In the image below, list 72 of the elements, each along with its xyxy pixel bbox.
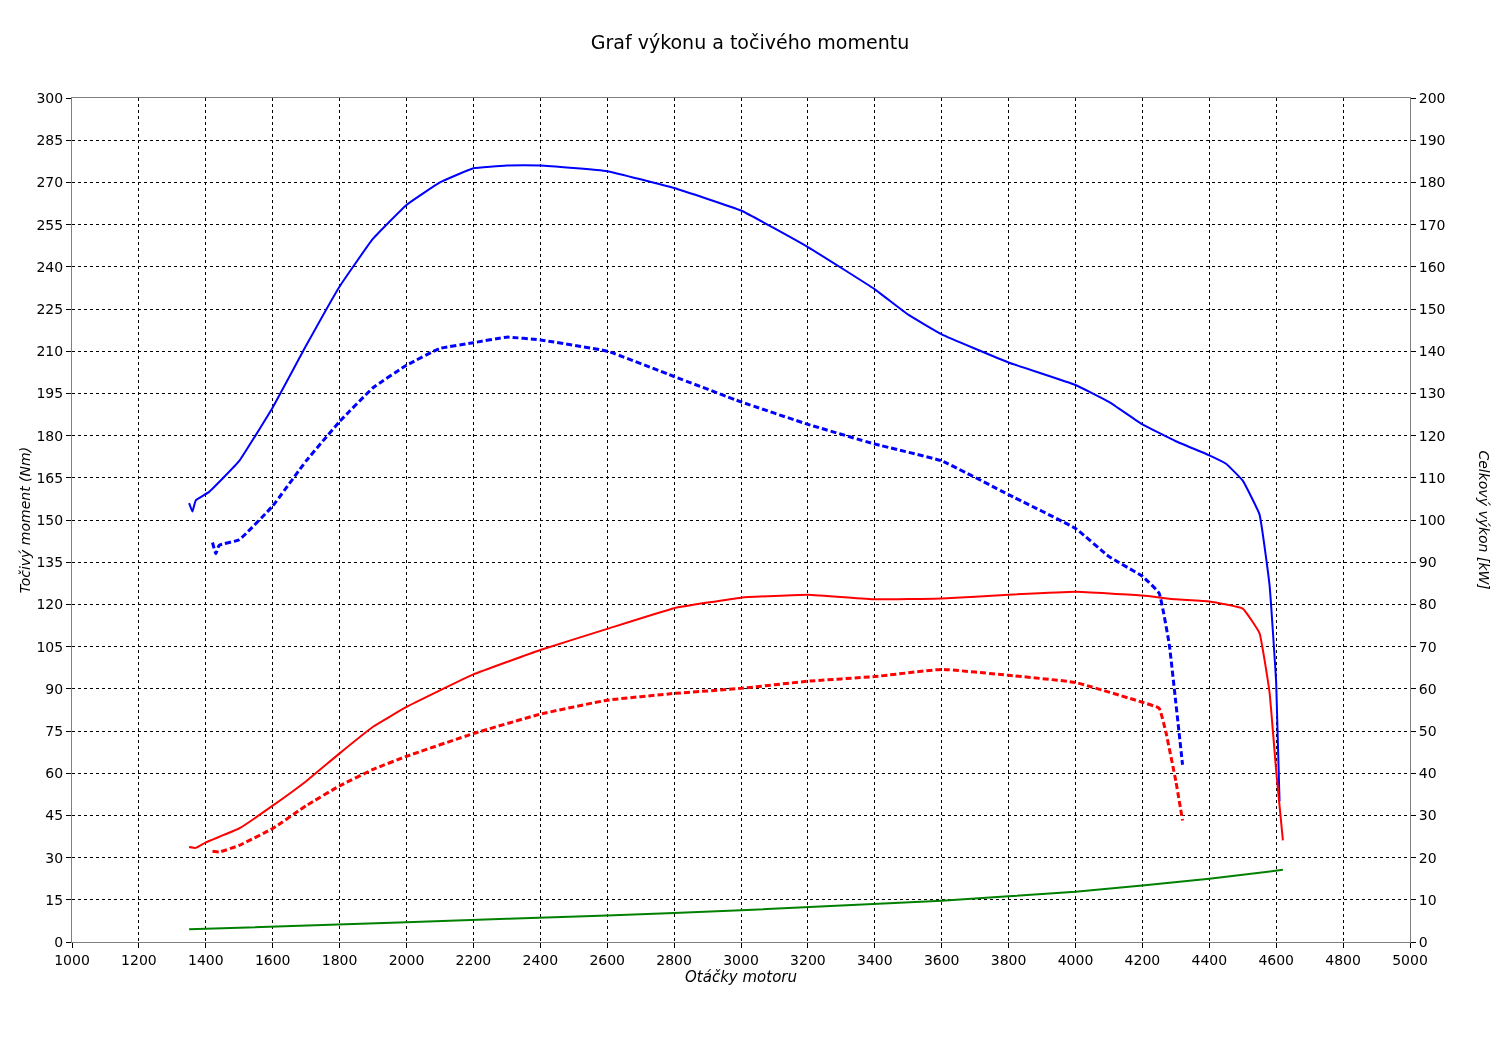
y-tick-label: 105	[36, 638, 64, 655]
line-series	[188, 590, 1284, 849]
y2-tick-label: 90	[1418, 554, 1437, 571]
y-tick-label: 165	[36, 469, 64, 486]
y2-axis-title: Celkový výkon [kW]	[1475, 450, 1492, 590]
y-tick-label: 15	[45, 891, 64, 908]
x-tick-label: 3200	[790, 951, 826, 968]
y2-tick-label: 10	[1418, 891, 1437, 908]
y-tick-label: 195	[36, 385, 64, 402]
y2-tick-label: 150	[1418, 300, 1446, 317]
y-tick-label: 255	[36, 216, 64, 233]
y-tick-label: 180	[36, 427, 64, 444]
x-tick-label: 1800	[321, 951, 358, 968]
y2-tick-label: 20	[1418, 849, 1437, 866]
x-tick-label: 2600	[589, 951, 626, 968]
y-tick-label: 240	[36, 258, 64, 275]
line-series	[210, 667, 1185, 854]
y2-tick-label: 110	[1418, 469, 1446, 486]
y2-tick-label: 80	[1418, 596, 1437, 613]
x-tick-label: 1600	[254, 951, 291, 968]
x-tick-label: 2800	[656, 951, 692, 968]
x-tick-label: 4200	[1124, 951, 1161, 968]
y2-tick-label: 200	[1418, 89, 1446, 106]
x-tick-label: 4800	[1325, 951, 1361, 968]
x-tick-label: 3000	[723, 951, 759, 968]
y-tick-label: 210	[36, 343, 64, 360]
x-tick-label: 1000	[54, 951, 90, 968]
y-axis-title: Točivý moment (Nm)	[17, 446, 34, 594]
y-tick-label: 270	[36, 174, 64, 191]
x-tick-label: 2000	[388, 951, 425, 968]
x-axis-title: Otáčky motoru	[685, 967, 797, 986]
y2-tick-label: 40	[1418, 765, 1437, 782]
x-tick-label: 1200	[121, 951, 157, 968]
y-tick-label: 45	[45, 807, 64, 824]
y2-tick-label: 70	[1418, 638, 1437, 655]
y2-tick-label: 160	[1418, 258, 1446, 275]
y-tick-label: 0	[54, 933, 64, 950]
y2-tick-label: 0	[1418, 933, 1428, 950]
x-tick-label: 3600	[923, 951, 960, 968]
y-tick-label: 90	[45, 680, 64, 697]
y2-tick-label: 30	[1418, 807, 1437, 824]
y-tick-label: 135	[36, 554, 64, 571]
y-tick-label: 30	[45, 849, 64, 866]
y2-tick-label: 190	[1418, 132, 1446, 149]
x-tick-label: 2200	[455, 951, 492, 968]
x-tick-label: 2400	[522, 951, 559, 968]
x-tick-label: 5000	[1392, 951, 1428, 968]
y-tick-label: 300	[36, 89, 64, 106]
y2-tick-label: 50	[1418, 722, 1437, 739]
x-tick-label: 4400	[1191, 951, 1228, 968]
y-tick-label: 120	[36, 596, 64, 613]
y2-tick-label: 170	[1418, 216, 1446, 233]
y-tick-label: 150	[36, 511, 64, 528]
y-tick-label: 75	[45, 722, 64, 739]
y2-tick-label: 60	[1418, 680, 1437, 697]
y2-tick-label: 130	[1418, 385, 1446, 402]
x-tick-label: 4600	[1258, 951, 1295, 968]
y2-tick-label: 120	[1418, 427, 1446, 444]
x-tick-label: 3800	[990, 951, 1027, 968]
y2-tick-label: 180	[1418, 174, 1446, 191]
y-tick-label: 225	[36, 300, 64, 317]
y-tick-label: 60	[45, 765, 64, 782]
y-tick-label: 285	[36, 132, 64, 149]
x-tick-label: 4000	[1057, 951, 1094, 968]
line-series	[188, 868, 1284, 931]
x-tick-label: 1400	[187, 951, 224, 968]
y2-tick-label: 140	[1418, 343, 1446, 360]
line-series	[210, 335, 1185, 767]
chart-title: Graf výkonu a točivého momentu	[590, 31, 910, 54]
y2-tick-label: 100	[1418, 511, 1446, 528]
line-series	[188, 164, 1281, 803]
x-tick-label: 3400	[856, 951, 893, 968]
